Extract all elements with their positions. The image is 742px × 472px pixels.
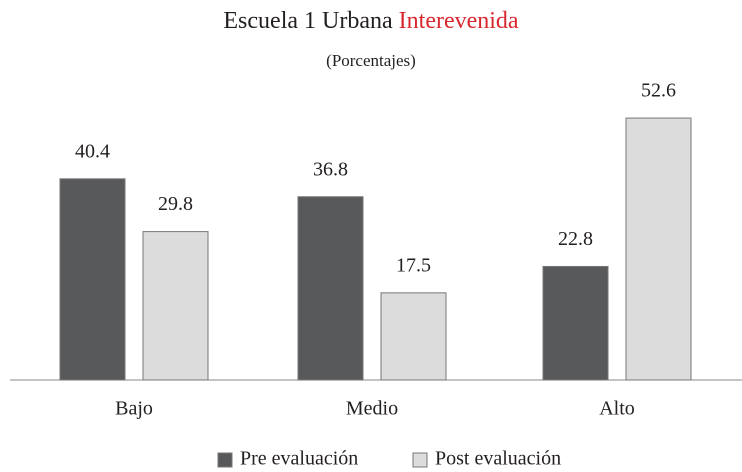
value-label: 22.8 <box>558 228 593 250</box>
title-main: Escuela 1 Urbana <box>223 8 393 34</box>
value-label: 17.5 <box>396 254 431 276</box>
bar <box>297 196 364 381</box>
title-highlight: Interevenida <box>399 8 519 34</box>
value-label: 29.8 <box>158 193 193 215</box>
x-tick-label: Medio <box>346 398 398 420</box>
bar <box>625 117 692 381</box>
bar <box>542 265 609 381</box>
bar <box>142 231 209 381</box>
chart-title: Escuela 1 Urbana Interevenida <box>223 8 519 34</box>
value-label: 52.6 <box>641 80 676 102</box>
bar <box>59 178 126 381</box>
bar <box>380 292 447 381</box>
legend-swatch <box>412 452 428 468</box>
x-tick-label: Bajo <box>115 398 153 420</box>
chart-subtitle: (Porcentajes) <box>326 51 416 70</box>
legend-swatch <box>217 452 233 468</box>
legend-label: Pre evaluación <box>240 448 358 470</box>
value-label: 40.4 <box>75 140 110 162</box>
value-label: 36.8 <box>313 158 348 180</box>
x-tick-label: Alto <box>599 398 635 420</box>
legend-label: Post evaluación <box>435 448 561 470</box>
